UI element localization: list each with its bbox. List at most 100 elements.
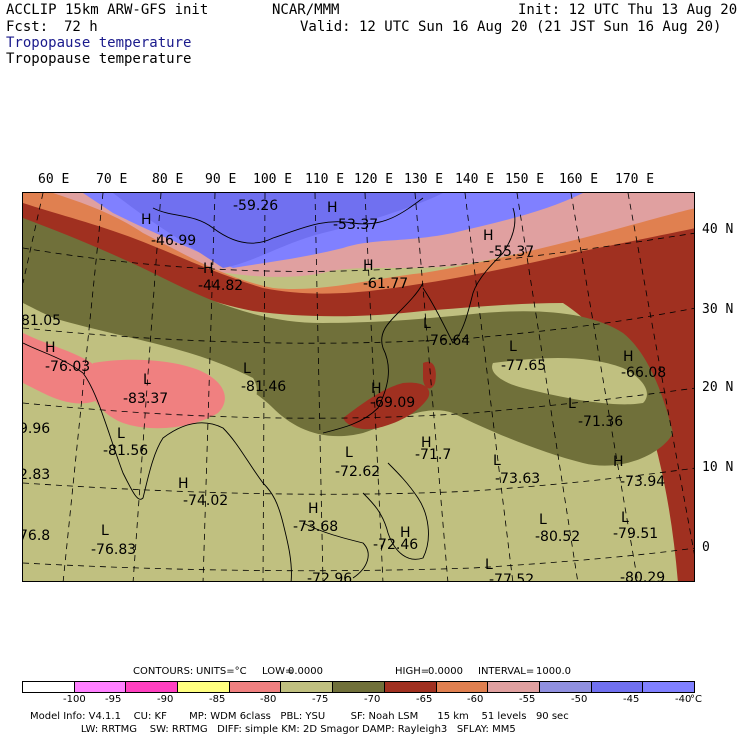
field-band-m50-m45 <box>113 193 443 268</box>
parallel-equator <box>23 547 694 572</box>
coastlines <box>23 197 516 581</box>
lon-label: 100 E <box>253 172 293 187</box>
lon-label: 150 E <box>505 172 545 187</box>
high-marker: H <box>363 258 374 274</box>
edge-value: 2.83 <box>23 467 50 483</box>
cold-patch-india-west <box>23 333 107 404</box>
high-marker: H <box>327 200 338 216</box>
high-value: -72.46 <box>373 537 418 553</box>
tropopause-temperature-map: H -46.99 -59.26 H -53.37 H -55.37 H -44.… <box>23 193 694 582</box>
parallel-10n <box>23 467 694 495</box>
scale-tick: -90 <box>157 694 174 705</box>
low-value: -72.96 <box>307 571 352 582</box>
color-segment <box>436 682 489 692</box>
edge-value: 9.96 <box>23 421 50 437</box>
meridian-170e <box>627 193 694 555</box>
scale-tick: -65 <box>416 694 433 705</box>
edge-value: 81.05 <box>23 313 61 329</box>
high-marker: H <box>203 261 214 277</box>
scale-tick: -95 <box>105 694 122 705</box>
lat-label: 20 N <box>702 380 734 395</box>
low-value: -79.51 <box>613 526 658 542</box>
high-value: -61.77 <box>363 276 408 292</box>
field-band-m80-m75-pacific <box>492 358 647 405</box>
lon-label: 60 E <box>38 172 70 187</box>
low-marker: L <box>539 512 547 528</box>
high-value: -76.03 <box>45 359 90 375</box>
scale-tick: -45 <box>623 694 640 705</box>
scale-tick: -60 <box>467 694 484 705</box>
high-marker: H <box>483 228 494 244</box>
high-value: -44.82 <box>198 278 243 294</box>
lon-label: 170 E <box>615 172 655 187</box>
scale-tick: -85 <box>209 694 226 705</box>
low-value: -80.52 <box>535 529 580 545</box>
low-label: LOW= <box>262 666 294 677</box>
low-marker: L <box>621 510 629 526</box>
color-segment <box>23 682 75 692</box>
lon-label: 140 E <box>455 172 495 187</box>
low-marker: L <box>485 557 493 573</box>
init-time: Init: 12 UTC Thu 13 Aug 20 <box>518 2 738 18</box>
border-north <box>152 197 424 244</box>
low-value: -77.65 <box>501 358 546 374</box>
coast-borneo <box>302 522 369 579</box>
low-value: -81.46 <box>241 379 286 395</box>
low-marker: L <box>509 339 517 355</box>
low-marker: L <box>243 361 251 377</box>
high-label: HIGH= <box>395 666 430 677</box>
scale-tick: -55 <box>519 694 536 705</box>
field-title-primary: Tropopause temperature <box>6 35 192 51</box>
low-value: -73.63 <box>495 471 540 487</box>
high-marker: H <box>308 501 319 517</box>
low-value: -71.36 <box>578 414 623 430</box>
lat-label: 10 N <box>702 460 734 475</box>
color-segment <box>126 682 179 692</box>
low-marker: L <box>568 396 576 412</box>
interval-value: 1000.0 <box>536 666 571 677</box>
parallel-30n <box>23 307 694 344</box>
coast-japan <box>422 207 516 344</box>
valid-time: Valid: 12 UTC Sun 16 Aug 20 (21 JST Sun … <box>300 19 722 35</box>
color-segment <box>488 682 540 692</box>
meridian-60e <box>23 193 44 284</box>
scale-tick: -75 <box>312 694 329 705</box>
high-value: -55.37 <box>489 244 534 260</box>
interval-label: INTERVAL= <box>478 666 535 677</box>
high-marker: H <box>400 525 411 541</box>
low-value: -83.37 <box>123 391 168 407</box>
high-value: -66.08 <box>621 365 666 381</box>
color-segment <box>229 682 282 692</box>
low-marker: L <box>493 453 501 469</box>
low-value: -76.64 <box>425 333 470 349</box>
high-marker: H <box>45 340 56 356</box>
coast-philippines <box>362 462 429 560</box>
high-marker: H <box>623 349 634 365</box>
low-marker: L <box>143 372 151 388</box>
low-value: -72.62 <box>335 464 380 480</box>
parallel-40n <box>23 232 694 272</box>
low-value-text: 0.0000 <box>288 666 323 677</box>
coast-china <box>322 282 424 434</box>
cold-patch-india-east <box>92 359 225 429</box>
lon-label: 90 E <box>205 172 237 187</box>
field-title-secondary: Tropopause temperature <box>6 51 192 67</box>
high-value: -59.26 <box>233 198 278 214</box>
lon-label: 130 E <box>404 172 444 187</box>
lon-label: 70 E <box>96 172 128 187</box>
color-segment <box>281 682 334 692</box>
color-segment <box>74 682 127 692</box>
lon-label: 80 E <box>152 172 184 187</box>
high-value: -74.02 <box>183 493 228 509</box>
high-marker: H <box>178 476 189 492</box>
low-marker: L <box>423 316 431 332</box>
map-panel: H -46.99 -59.26 H -53.37 H -55.37 H -44.… <box>22 192 695 582</box>
scale-tick: -40 <box>675 694 692 705</box>
contours-label: CONTOURS: <box>133 666 194 677</box>
scale-tick: -70 <box>364 694 381 705</box>
lon-label: 110 E <box>305 172 345 187</box>
model-info-line-1: Model Info: V4.1.1 CU: KF MP: WDM 6class… <box>30 711 569 722</box>
high-value: -53.37 <box>333 217 378 233</box>
coast-south-asia <box>23 342 292 581</box>
low-value: -80.29 <box>620 570 665 582</box>
